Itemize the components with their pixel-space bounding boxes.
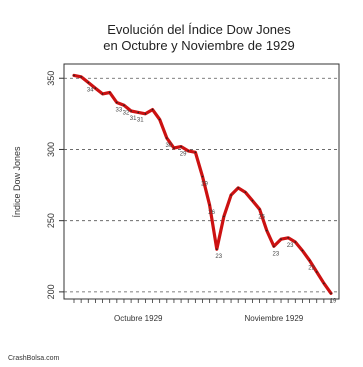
data-label: 23 [287,243,294,249]
data-point [73,74,75,77]
y-axis: 200 250 300 350 [46,71,64,299]
x-category-label: Noviembre 1929 [245,314,304,323]
data-point [251,199,254,202]
data-label: 32 [123,110,130,116]
data-point [323,282,325,285]
grid-lines [64,77,339,293]
data-point [273,245,275,248]
series-group [72,73,333,295]
data-point [265,229,268,232]
data-point [258,208,261,211]
data-point [330,292,332,295]
y-axis-label: Índice Dow Jones [12,146,22,218]
data-label: 33 [115,107,122,113]
data-point [201,175,204,178]
data-label: 29 [180,152,187,158]
data-label: 25 [258,214,265,220]
data-point [94,87,97,90]
y-tick-label-200: 200 [46,284,56,299]
data-point [287,236,289,239]
data-point [280,238,282,240]
data-point [294,241,297,243]
data-point [208,204,211,206]
source-credit: CrashBolsa.com [8,355,60,362]
data-point [108,91,111,94]
data-point [173,147,175,149]
data-point [87,81,90,84]
data-point [137,111,140,114]
data-label: 29 [201,182,208,188]
data-point [237,187,239,189]
data-label: 22 [308,266,315,272]
data-point [144,113,147,115]
data-label: 34 [87,88,94,94]
y-tick-label-250: 250 [46,213,56,228]
data-point [80,76,82,78]
data-point [223,215,225,218]
chart-title-line2: en Octubre y Noviembre de 1929 [103,38,295,53]
data-point [116,101,118,104]
data-label: 26 [208,210,215,216]
data-label: 30 [165,143,172,149]
data-point [308,259,311,262]
data-point [158,118,161,121]
data-point [130,110,132,112]
data-point [187,150,190,152]
data-point [194,151,197,154]
data-point [315,271,318,273]
data-label: 23 [273,251,280,257]
y-tick-label-350: 350 [46,71,56,86]
x-category-label: Octubre 1929 [114,314,163,323]
data-label: 31 [130,116,137,122]
chart-title-line1: Evolución del Índice Dow Jones [107,22,291,37]
data-point [101,93,104,95]
data-label: 19 [330,298,337,304]
plot-frame [63,63,340,300]
data-point [151,108,154,111]
data-label: 31 [137,117,144,123]
data-point [244,191,247,193]
data-point [166,137,168,139]
data-point [180,145,182,148]
data-point [215,248,218,250]
y-tick-label-300: 300 [46,142,56,157]
data-point [301,249,304,252]
data-point [123,104,125,107]
x-axis: Octubre 1929 Noviembre 1929 [73,299,332,323]
data-point [230,194,232,196]
data-label: 23 [215,254,222,260]
